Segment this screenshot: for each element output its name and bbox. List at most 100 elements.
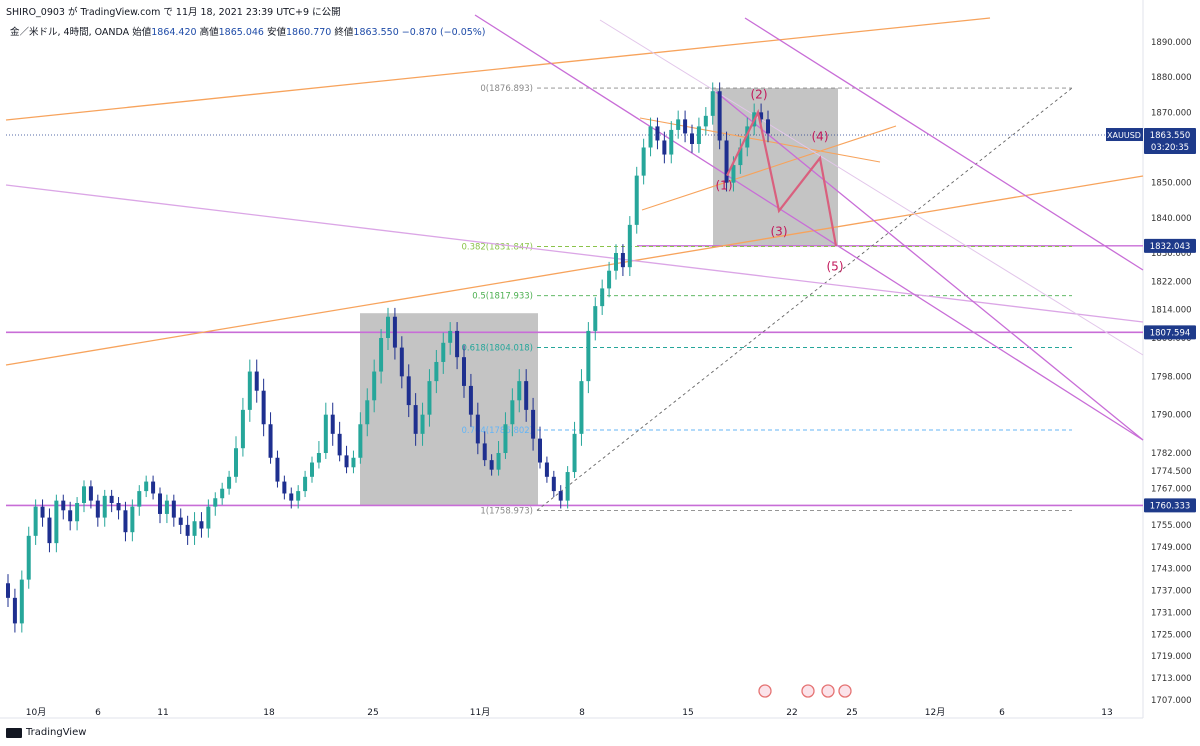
time-tick-label: 11月 — [470, 707, 490, 718]
candle-body — [137, 491, 142, 507]
price-tick-label: 1755.000 — [1151, 521, 1192, 531]
candle-body — [696, 126, 701, 144]
candle-body — [130, 506, 135, 533]
candle-body — [158, 493, 162, 514]
candle-body — [144, 481, 149, 492]
symbol-line: 金／米ドル, 4時間, OANDA — [10, 27, 130, 38]
price-tick-label: 1880.000 — [1151, 73, 1192, 83]
candle-body — [489, 460, 494, 470]
candle-body — [669, 129, 674, 155]
candle-body — [123, 510, 128, 533]
candle-body — [455, 330, 460, 358]
candle-body — [102, 495, 107, 518]
candle-body — [600, 288, 605, 307]
candle-body — [482, 443, 487, 461]
candle-body — [95, 500, 100, 518]
candle-body — [296, 491, 301, 501]
candle-body — [151, 481, 156, 494]
candle-body — [54, 500, 59, 544]
price-tick-label: 1840.000 — [1151, 214, 1192, 224]
us-event-icon — [758, 684, 772, 698]
candle-body — [448, 330, 453, 343]
candle-body — [171, 500, 176, 518]
candle-body — [434, 361, 439, 382]
candle-body — [386, 316, 390, 338]
price-tag-text: 1760.333 — [1150, 501, 1191, 511]
wave-label: (4) — [812, 129, 829, 143]
candle-body — [413, 405, 418, 434]
fib-level-label: 0.618(1804.018) — [461, 343, 533, 353]
candle-body — [572, 433, 577, 473]
price-tick-label: 1743.000 — [1151, 565, 1192, 575]
candle-body — [192, 521, 197, 536]
candle-body — [268, 424, 273, 458]
candle-body — [12, 597, 17, 624]
candle-body — [303, 476, 308, 492]
fib-level-label: 0(1876.893) — [480, 84, 533, 94]
change-value: −0.870 (−0.05%) — [401, 27, 486, 38]
candle-body — [247, 371, 252, 410]
candle-body — [116, 503, 121, 511]
candle-body — [766, 119, 770, 134]
candle-body — [648, 126, 653, 148]
candle-body — [358, 424, 363, 458]
open-value: 1864.420 — [151, 27, 197, 38]
current-price-tag — [1144, 128, 1196, 155]
candle-body — [627, 224, 632, 268]
price-tag — [1144, 498, 1196, 513]
candle-body — [641, 147, 646, 176]
price-tick-label: 1713.000 — [1151, 674, 1192, 684]
candle-body — [468, 385, 473, 415]
low-value: 1860.770 — [286, 27, 332, 38]
wave-label: (2) — [751, 87, 768, 101]
candle-body — [261, 390, 266, 425]
candle-body — [254, 371, 259, 391]
candle-body — [323, 414, 328, 453]
candle-body — [524, 381, 529, 410]
candle-body — [379, 338, 384, 372]
fib-level-label: 0.5(1817.933) — [472, 292, 533, 302]
candle-body — [703, 115, 708, 127]
orange-upper-channel — [5, 17, 991, 121]
candle-body — [351, 457, 356, 468]
candle-body — [620, 253, 625, 268]
candle-body — [510, 400, 515, 425]
candle-body — [544, 462, 549, 477]
candle-body — [427, 381, 432, 415]
candle-body — [240, 409, 245, 449]
candle-body — [496, 453, 501, 470]
candle-body — [61, 500, 66, 511]
candle-body — [344, 455, 349, 468]
candle-body — [372, 371, 377, 401]
candle-body — [607, 270, 612, 289]
candle-body — [538, 438, 542, 463]
close-value: 1863.550 — [353, 27, 399, 38]
candle-body — [47, 517, 52, 544]
fib-level-label: 1(1758.973) — [480, 506, 533, 516]
candle-body — [234, 448, 238, 477]
price-tick-label: 1850.000 — [1151, 179, 1192, 189]
high-label: 高値 — [199, 27, 219, 38]
candle-body — [392, 316, 397, 348]
wave-label: (1) — [716, 179, 733, 193]
us-event-icon — [821, 684, 835, 698]
candle-body — [579, 381, 584, 434]
high-value: 1865.046 — [218, 27, 264, 38]
candle-body — [634, 175, 639, 225]
price-tick-label: 1890.000 — [1151, 38, 1192, 48]
current-price-tag-text: 03:20:35 — [1151, 143, 1189, 153]
price-tick-label: 1719.000 — [1151, 652, 1192, 662]
candle-body — [441, 342, 446, 362]
candle-body — [185, 524, 190, 536]
purple-channel-upper — [744, 17, 1144, 271]
fib-level-label: 0.764(1786.802) — [461, 426, 533, 436]
candle-body — [503, 424, 508, 453]
price-tick-label: 1725.000 — [1151, 630, 1192, 640]
open-label: 始値 — [132, 27, 152, 38]
symbol-tag — [1106, 128, 1143, 142]
time-tick-label: 6 — [95, 708, 101, 718]
range-box-left — [360, 313, 538, 506]
candle-body — [531, 409, 536, 439]
price-tag — [1144, 238, 1196, 253]
